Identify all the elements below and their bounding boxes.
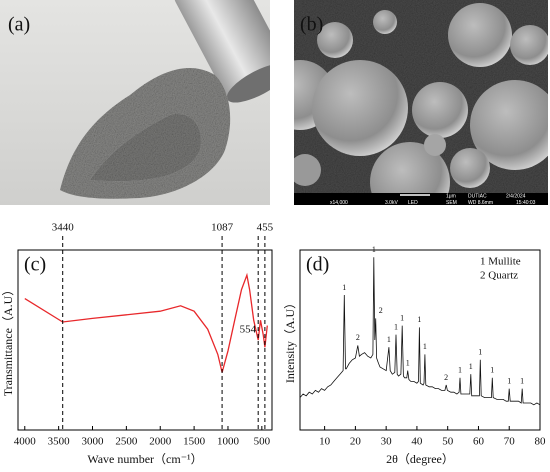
x-tick-label: 3500 — [48, 436, 71, 448]
legend-text: 2 Quartz — [480, 270, 518, 282]
x-tick-label: 3000 — [82, 436, 105, 448]
panel-label: (b) — [300, 14, 323, 36]
sem-info: 2/4/2024 — [506, 193, 526, 199]
x-tick-label: 40 — [411, 436, 423, 448]
data-line — [299, 257, 541, 406]
sem-info: 15:40:03 — [516, 200, 536, 206]
x-tick-label: 1500 — [183, 436, 206, 448]
x-tick-label: 10 — [319, 436, 331, 448]
reference-label: 3440 — [52, 222, 75, 234]
reference-label: 1087 — [211, 222, 234, 234]
photo-a: (a) — [0, 0, 270, 205]
x-axis-label: 2θ（degree） — [386, 452, 454, 466]
sem-info: DUTIAC — [468, 193, 487, 199]
peak-label: 1 — [520, 376, 524, 385]
peak-label: 2 — [379, 306, 383, 315]
panel-label: (d) — [306, 254, 329, 276]
peak-label: 1 — [387, 335, 391, 344]
x-tick-label: 2000 — [149, 436, 172, 448]
data-line — [24, 272, 268, 373]
peak-label: 1 — [469, 362, 473, 371]
peak-label: 2 — [444, 373, 448, 382]
peak-label: 1 — [423, 342, 427, 351]
sem-info: 3.0kV — [385, 200, 398, 206]
x-tick-label: 30 — [381, 436, 393, 448]
panel-label: (a) — [8, 14, 30, 36]
sem-info: LED — [408, 200, 418, 206]
reference-label: 554 — [240, 324, 257, 336]
x-tick-label: 4000 — [14, 436, 37, 448]
x-tick-label: 1000 — [217, 436, 240, 448]
x-tick-label: 500 — [254, 436, 271, 448]
x-tick-label: 60 — [473, 436, 485, 448]
peak-label: 1 — [490, 366, 494, 375]
y-axis-label: Transmittance（A.U） — [1, 284, 15, 397]
photo-b: 1μm DUTIAC 2/4/2024 x14,000 3.0kV LED SE… — [294, 0, 548, 206]
sem-info: SEM — [446, 200, 457, 206]
peak-label: 1 — [400, 313, 404, 322]
peak-label: 1 — [394, 322, 398, 331]
peak-label: 1 — [372, 245, 376, 254]
x-tick-label: 20 — [350, 436, 362, 448]
sem-info: 1μm — [446, 193, 456, 199]
x-tick-label: 70 — [504, 436, 516, 448]
panel-label: (c) — [24, 254, 46, 276]
sem-info: x14,000 — [330, 200, 348, 206]
y-axis-label: Intensity（A.U） — [283, 297, 297, 383]
sem-info: WD 8.6mm — [468, 200, 493, 206]
reference-label: 455 — [257, 222, 274, 234]
peak-label: 1 — [478, 348, 482, 357]
plot-frame — [299, 249, 541, 431]
peak-label: 1 — [458, 366, 462, 375]
peak-label: 2 — [356, 333, 360, 342]
legend-text: 1 Mullite — [480, 256, 521, 268]
peak-label: 1 — [406, 358, 410, 367]
x-axis-label: Wave number（cm⁻¹） — [87, 452, 202, 466]
x-tick-label: 80 — [535, 436, 547, 448]
peak-label: 1 — [417, 315, 421, 324]
peak-label: 1 — [507, 376, 511, 385]
peak-label: 1 — [342, 283, 346, 292]
plot-frame — [17, 249, 273, 431]
x-tick-label: 50 — [442, 436, 454, 448]
x-tick-label: 2500 — [115, 436, 138, 448]
